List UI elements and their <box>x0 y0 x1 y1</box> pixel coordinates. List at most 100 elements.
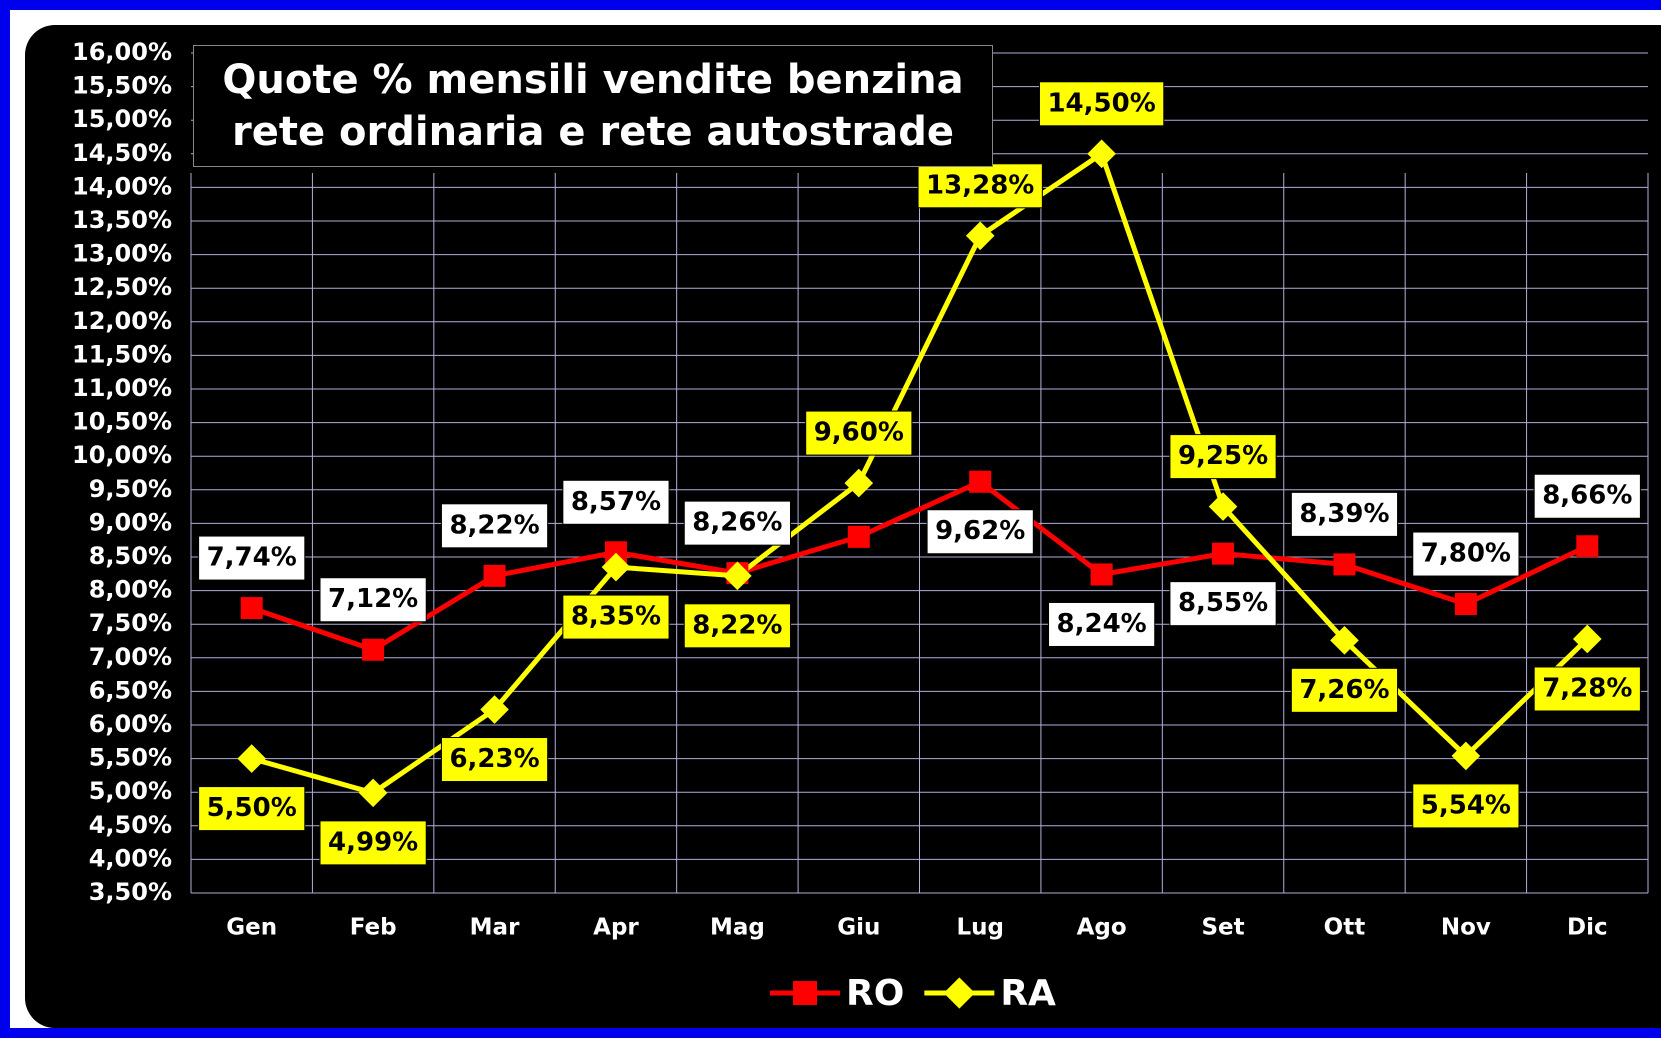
label-box <box>683 500 791 546</box>
y-tick-label: 6,00% <box>89 710 172 738</box>
chart-title: Quote % mensili vendite benzina rete ord… <box>193 45 993 167</box>
y-tick-label: 9,00% <box>89 508 172 536</box>
x-tick-label: Giu <box>837 915 880 941</box>
x-tick-label: Lug <box>956 915 1004 941</box>
label-box <box>1533 666 1641 712</box>
x-tick-label: Mar <box>470 915 520 941</box>
data-label: 9,60% <box>814 418 904 448</box>
panel <box>25 25 1661 1028</box>
y-tick-label: 8,50% <box>89 542 172 570</box>
marker <box>1454 593 1477 616</box>
data-label: 8,55% <box>1178 588 1268 618</box>
x-tick-label: Dic <box>1567 915 1608 941</box>
y-tick-label: 15,50% <box>72 72 172 100</box>
y-tick-label: 3,50% <box>89 878 172 906</box>
data-label: 8,24% <box>1057 609 1147 639</box>
y-tick-label: 7,50% <box>89 609 172 637</box>
y-tick-label: 11,00% <box>72 374 172 402</box>
y-tick-label: 13,00% <box>72 240 172 268</box>
y-tick-label: 10,00% <box>72 441 172 469</box>
data-label: 8,22% <box>449 510 539 540</box>
marker <box>1090 563 1113 586</box>
x-tick-label: Mag <box>710 915 765 941</box>
label-box <box>926 509 1034 555</box>
marker <box>723 561 752 591</box>
label-box <box>562 479 670 525</box>
marker <box>965 221 995 251</box>
data-label: 6,23% <box>449 744 539 774</box>
marker <box>943 977 975 1009</box>
marker <box>1212 542 1235 565</box>
x-tick-label: Feb <box>350 915 397 941</box>
marker <box>1330 626 1359 655</box>
legend-label: RA <box>1000 973 1056 1014</box>
label-box <box>1290 667 1399 713</box>
label-box <box>1412 531 1520 577</box>
marker <box>847 525 870 548</box>
x-tick-label: Gen <box>226 915 277 941</box>
data-label: 5,54% <box>1421 790 1511 820</box>
marker <box>604 541 627 564</box>
y-tick-label: 15,00% <box>72 105 172 133</box>
marker <box>969 470 992 493</box>
y-tick-label: 16,00% <box>72 38 172 66</box>
marker <box>844 468 874 498</box>
data-label: 9,62% <box>935 516 1025 546</box>
data-label: 7,12% <box>328 584 418 614</box>
labels: 7,74% 5,50% 7,12% 4,99% 8,22% 6,23% 8,57% 8,35%… <box>198 81 1641 1014</box>
y-tick-label: 12,50% <box>72 273 172 301</box>
data-label: 4,99% <box>328 827 418 857</box>
y-tick-label: 14,00% <box>72 172 172 200</box>
y-tick-label: 8,00% <box>89 576 172 604</box>
label-box <box>440 737 549 783</box>
marker <box>483 564 506 587</box>
y-tick-label: 5,50% <box>89 744 172 772</box>
marker <box>793 981 817 1005</box>
label-box <box>1169 434 1277 480</box>
x-tick-label: Ott <box>1324 915 1366 941</box>
label-box <box>1169 581 1277 627</box>
y-tick-label: 14,50% <box>72 139 172 167</box>
marker <box>601 552 631 582</box>
series-line <box>250 478 1589 653</box>
label-box <box>1533 473 1641 519</box>
data-label: 5,50% <box>207 793 297 823</box>
label-box <box>1038 81 1165 127</box>
marker <box>362 638 385 661</box>
marker <box>1572 624 1602 654</box>
label-box <box>319 577 427 623</box>
label-box <box>562 594 670 640</box>
label-box <box>1048 601 1156 647</box>
data-label: 9,25% <box>1178 441 1268 471</box>
x-tick-label: Set <box>1201 915 1244 941</box>
x-tick-label: Nov <box>1441 915 1491 941</box>
y-tick-label: 12,00% <box>72 307 172 335</box>
marker <box>358 778 388 808</box>
marker <box>1208 492 1238 521</box>
label-box <box>1290 491 1399 537</box>
data-label: 13,28% <box>926 170 1034 200</box>
y-tick-label: 4,00% <box>89 844 172 872</box>
x-tick-label: Ago <box>1077 915 1127 941</box>
label-box <box>1412 783 1520 829</box>
data-label: 8,26% <box>692 508 782 538</box>
y-tick-label: 11,50% <box>72 340 172 368</box>
data-label: 14,50% <box>1047 88 1155 118</box>
y-tick-label: 10,50% <box>72 408 172 436</box>
data-label: 7,80% <box>1421 539 1511 569</box>
marker <box>480 695 509 724</box>
label-box <box>319 820 427 866</box>
label-box <box>805 410 913 456</box>
marker <box>1087 139 1116 169</box>
y-tick-label: 9,50% <box>89 475 172 503</box>
y-tick-label: 6,50% <box>89 676 172 704</box>
data-label: 8,57% <box>571 487 661 517</box>
series-line <box>251 149 1590 796</box>
marker <box>1451 741 1481 771</box>
x-tick-label: Apr <box>593 915 639 941</box>
marker <box>1333 553 1356 576</box>
marker <box>240 597 263 620</box>
data-label: 7,26% <box>1299 675 1389 705</box>
